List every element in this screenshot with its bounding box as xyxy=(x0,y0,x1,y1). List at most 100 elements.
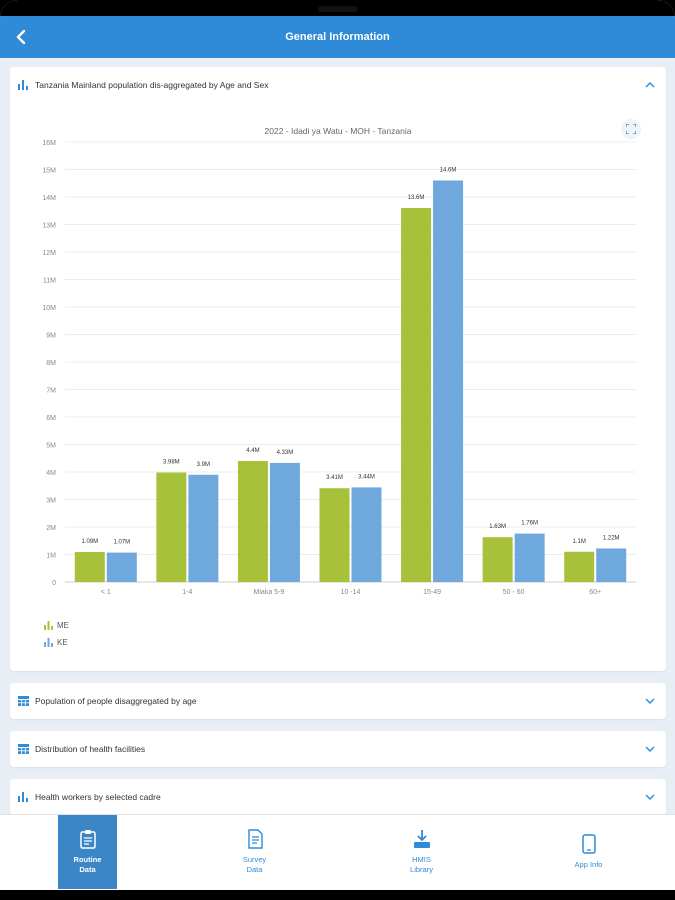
bar-data-label: 1.63M xyxy=(489,524,506,530)
population-by-age-card-header[interactable]: Population of people disaggregated by ag… xyxy=(10,683,666,719)
y-tick-label: 3M xyxy=(46,498,56,505)
y-tick-label: 11M xyxy=(43,278,56,285)
bar-chart-icon xyxy=(18,791,30,803)
bar-ke xyxy=(351,487,382,582)
health-workers-card-header[interactable]: Health workers by selected cadre xyxy=(10,779,666,815)
legend-me-icon xyxy=(44,621,53,630)
health-facilities-card-header[interactable]: Distribution of health facilities xyxy=(10,731,666,767)
y-tick-label: 5M xyxy=(46,443,56,450)
y-tick-label: 13M xyxy=(42,223,56,230)
chart-title: 2022 - Idadi ya Watu - MOH - Tanzania xyxy=(264,126,412,136)
population-by-age-card: Population of people disaggregated by ag… xyxy=(10,683,666,719)
bar-data-label: 4.33M xyxy=(277,450,294,456)
bar-ke xyxy=(514,533,545,582)
chart-canvas: 0 1M 2M 3M 4M 5M 6M 7M 8M 9M 10M 11M 12M 13M 14M 15M 16M… xyxy=(42,140,636,596)
chart-legend: ME KE xyxy=(44,617,69,651)
app-header: General Information xyxy=(0,16,675,58)
legend-ke-icon xyxy=(44,638,53,647)
x-tick-label: < 1 xyxy=(101,589,111,596)
bar-data-label: 3.9M xyxy=(197,462,210,468)
health-workers-card-title: Health workers by selected cadre xyxy=(35,792,161,802)
x-tick-label: 15-49 xyxy=(423,589,441,596)
bar-ke xyxy=(433,180,464,582)
population-chart: 2022 - Idadi ya Watu - MOH - Tanzania 0 1… xyxy=(10,111,666,631)
chevron-down-icon[interactable] xyxy=(644,791,656,803)
x-tick-label: 50 - 60 xyxy=(503,589,525,596)
bar-data-label: 3.41M xyxy=(326,475,343,481)
bar-data-label: 1.76M xyxy=(521,521,538,527)
y-tick-label: 8M xyxy=(46,360,56,367)
y-tick-label: 2M xyxy=(46,525,56,532)
y-tick-label: 15M xyxy=(42,168,56,175)
home-indicator-area xyxy=(0,890,675,900)
fullscreen-button[interactable] xyxy=(621,119,641,139)
population-chart-card: Tanzania Mainland population dis-aggrega… xyxy=(10,67,666,671)
health-facilities-card: Distribution of health facilities xyxy=(10,731,666,767)
population-by-age-card-title: Population of people disaggregated by ag… xyxy=(35,696,197,706)
health-workers-card: Health workers by selected cadre xyxy=(10,779,666,815)
x-tick-label: 1-4 xyxy=(182,589,192,596)
bar-data-label: 13.6M xyxy=(408,195,425,201)
bar-data-label: 1.07M xyxy=(113,540,130,546)
bar-ke xyxy=(596,548,627,582)
bar-data-label: 1.1M xyxy=(573,539,586,545)
bar-ke xyxy=(188,474,219,582)
clipboard-icon xyxy=(79,830,96,849)
chevron-down-icon[interactable] xyxy=(644,743,656,755)
chevron-down-icon[interactable] xyxy=(644,695,656,707)
bottom-navigation: Routine Data Survey Data HMIS Library Ap… xyxy=(0,814,675,890)
bar-data-label: 14.6M xyxy=(440,168,457,174)
document-icon xyxy=(247,829,263,849)
y-tick-label: 16M xyxy=(42,140,56,147)
bar-me xyxy=(74,552,105,582)
bar-me xyxy=(156,472,187,582)
nav-hmis-library[interactable]: HMIS Library xyxy=(392,815,451,889)
y-tick-label: 4M xyxy=(46,470,56,477)
back-button[interactable] xyxy=(6,22,36,52)
bar-me xyxy=(482,537,513,582)
health-facilities-card-title: Distribution of health facilities xyxy=(35,744,146,754)
nav-app-info[interactable]: App Info xyxy=(559,815,618,889)
main-content: Tanzania Mainland population dis-aggrega… xyxy=(0,58,675,815)
bar-me xyxy=(401,208,432,582)
x-tick-label: 60+ xyxy=(589,589,601,596)
chevron-left-icon xyxy=(16,30,26,44)
y-tick-label: 12M xyxy=(42,250,56,257)
y-tick-label: 0 xyxy=(52,580,56,587)
table-icon xyxy=(18,695,30,707)
bar-me xyxy=(319,488,350,582)
x-tick-label: 10 -14 xyxy=(341,589,361,596)
page-title: General Information xyxy=(285,31,390,43)
bar-chart-icon xyxy=(18,79,30,91)
nav-routine-data[interactable]: Routine Data xyxy=(58,815,117,889)
bar-data-label: 1.22M xyxy=(603,535,620,541)
nav-app-info-label: App Info xyxy=(574,860,603,869)
population-chart-card-header[interactable]: Tanzania Mainland population dis-aggrega… xyxy=(10,67,666,103)
y-tick-label: 7M xyxy=(46,388,56,395)
status-bar xyxy=(0,0,675,16)
phone-icon xyxy=(581,834,596,854)
bar-ke xyxy=(106,552,137,582)
nav-routine-data-label: Routine Data xyxy=(73,855,102,874)
bar-ke xyxy=(269,462,300,582)
legend-ke-label: KE xyxy=(57,638,68,647)
chevron-up-icon[interactable] xyxy=(644,79,656,91)
table-icon xyxy=(18,743,30,755)
bar-me xyxy=(237,461,268,582)
bar-data-label: 3.98M xyxy=(163,460,180,466)
download-tray-icon xyxy=(413,830,430,848)
nav-survey-data-label: Survey Data xyxy=(242,855,267,874)
bar-me xyxy=(564,551,595,582)
bar-data-label: 4.4M xyxy=(246,448,259,454)
population-chart-card-title: Tanzania Mainland population dis-aggrega… xyxy=(35,80,269,90)
bar-data-label: 3.44M xyxy=(358,474,375,480)
y-tick-label: 1M xyxy=(46,553,56,560)
bar-data-label: 1.09M xyxy=(81,539,98,545)
nav-survey-data[interactable]: Survey Data xyxy=(225,815,284,889)
legend-item-me[interactable]: ME xyxy=(44,617,69,634)
y-tick-label: 14M xyxy=(42,195,56,202)
x-tick-label: Miaka 5-9 xyxy=(254,589,285,596)
legend-item-ke[interactable]: KE xyxy=(44,634,69,651)
y-tick-label: 10M xyxy=(42,305,56,312)
